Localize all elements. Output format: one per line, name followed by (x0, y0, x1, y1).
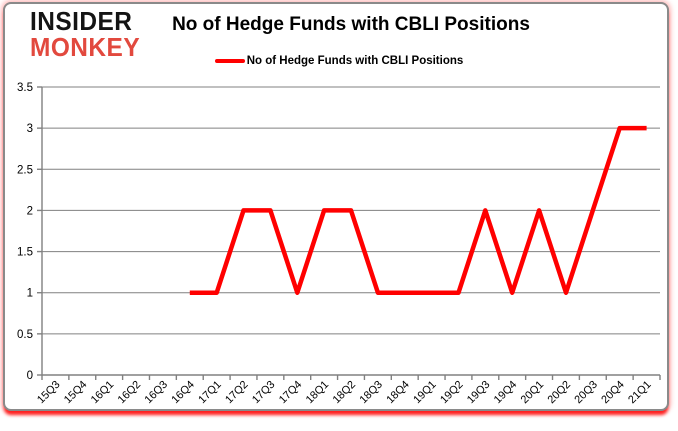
x-category-label: 15Q4 (62, 379, 90, 407)
x-category-label: 18Q3 (357, 379, 385, 407)
series-line (189, 125, 647, 295)
chart-title: No of Hedge Funds with CBLI Positions (172, 14, 530, 35)
x-category-label: 18Q4 (384, 379, 412, 407)
x-category-label: 16Q1 (89, 379, 117, 407)
chart-card (3, 2, 669, 411)
legend-line-swatch (214, 59, 245, 63)
y-tick-label: 1 (27, 288, 33, 300)
y-tick-label: 2.5 (17, 164, 33, 176)
x-category-label: 21Q1 (626, 379, 654, 407)
x-category-label: 20Q3 (572, 379, 600, 407)
logo-insider-text: INSIDER (30, 6, 133, 36)
x-category-label: 17Q3 (250, 379, 278, 407)
x-category-label: 20Q1 (519, 379, 547, 407)
legend-label: No of Hedge Funds with CBLI Positions (246, 55, 464, 67)
x-category-label: 16Q2 (116, 379, 144, 407)
x-category-label: 20Q2 (546, 379, 574, 407)
y-tick-label: 3 (27, 123, 33, 135)
x-category-label: 19Q1 (411, 379, 439, 407)
x-category-label: 18Q1 (304, 379, 332, 407)
x-category-label: 19Q3 (465, 379, 493, 407)
y-tick-label: 3.5 (17, 82, 33, 94)
y-tick-label: 0 (27, 370, 33, 382)
x-category-label: 16Q4 (169, 379, 197, 407)
logo-monkey-text: MONKEY (30, 32, 141, 62)
x-category-label: 17Q1 (196, 379, 224, 407)
x-category-label: 16Q3 (143, 379, 171, 407)
x-category-label: 20Q4 (599, 379, 627, 407)
x-category-label: 15Q3 (35, 379, 63, 407)
x-category-label: 19Q4 (492, 379, 520, 407)
y-tick-label: 1.5 (17, 247, 33, 259)
x-category-label: 18Q2 (331, 379, 359, 407)
x-category-label: 17Q4 (277, 379, 305, 407)
y-tick-label: 0.5 (17, 329, 33, 341)
y-tick-label: 2 (27, 205, 33, 217)
x-category-label: 17Q2 (223, 379, 251, 407)
x-category-label: 19Q2 (438, 379, 466, 407)
legend: No of Hedge Funds with CBLI Positions (0, 55, 678, 67)
insider-monkey-logo: INSIDER MONKEY (30, 8, 140, 60)
